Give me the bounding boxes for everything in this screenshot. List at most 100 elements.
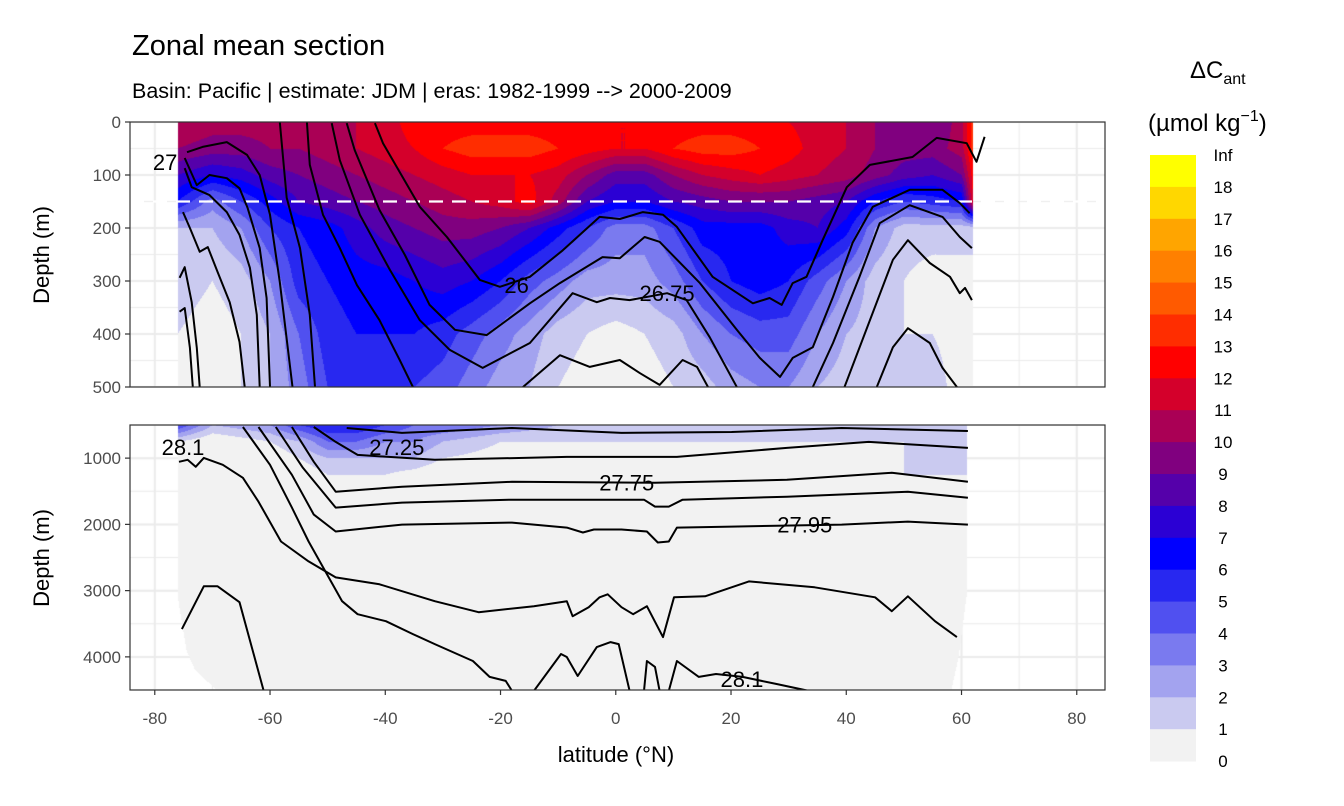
contour-label: 28.1 [162, 435, 205, 460]
legend-break-label: 9 [1218, 465, 1227, 484]
y-axis-title-lower: Depth (m) [29, 509, 54, 607]
legend-swatch [1150, 250, 1196, 284]
legend-swatch [1150, 314, 1196, 347]
isopycnal-contour [278, 122, 316, 387]
legend-unit-superscript: −1 [1241, 108, 1259, 125]
legend-swatch [1150, 155, 1196, 188]
isopycnal-contour [346, 427, 968, 434]
y-tick-label: 1000 [83, 449, 121, 468]
x-tick-label: -60 [258, 709, 283, 728]
legend-swatch [1150, 665, 1196, 698]
x-tick-label: -40 [373, 709, 398, 728]
x-tick-label: -80 [142, 709, 167, 728]
y-tick-label: 300 [93, 272, 121, 291]
legend-title-main: ΔC [1190, 57, 1223, 84]
upper-panel-field [130, 122, 1105, 387]
legend-swatch [1150, 505, 1196, 539]
y-tick-label: 100 [93, 166, 121, 185]
y-tick-label: 200 [93, 219, 121, 238]
upper-panel-marks: 26 26.75 27 [130, 122, 1105, 387]
isopycnal-contour [257, 426, 968, 544]
legend-break-label: 16 [1214, 242, 1233, 261]
isopycnal-contour [182, 211, 246, 387]
isopycnal-contour [875, 327, 958, 387]
isopycnal-contour [668, 660, 810, 690]
isopycnal-contour [643, 660, 661, 690]
legend-swatch [1150, 282, 1196, 315]
legend-break-label: 8 [1218, 497, 1227, 516]
legend-break-label: 14 [1214, 306, 1233, 325]
legend-swatch [1150, 729, 1196, 762]
contour-label: 26.75 [640, 281, 695, 306]
contour-label: 28.1 [721, 667, 764, 692]
legend-break-label: 5 [1218, 593, 1227, 612]
legend-break-label: 12 [1214, 369, 1233, 388]
x-tick-label: 0 [611, 709, 620, 728]
legend-swatch [1150, 569, 1196, 603]
isopycnal-contour [305, 122, 414, 387]
legend-swatch [1150, 186, 1196, 220]
isopycnal-contour [843, 239, 973, 387]
legend-break-label: 0 [1218, 752, 1227, 771]
y-tick-label: 0 [112, 113, 121, 132]
legend-title: ΔCant [1190, 57, 1246, 88]
isopycnal-contour [330, 122, 738, 387]
chart-title: Zonal mean section [132, 30, 385, 62]
upper-panel-border [129, 121, 1106, 388]
legend-break-label: 15 [1214, 274, 1233, 293]
x-tick-label: 80 [1067, 709, 1086, 728]
isopycnal-contour [178, 456, 958, 639]
legend-break-label: 13 [1214, 337, 1233, 356]
legend-title-subscript: ant [1223, 71, 1246, 88]
legend-swatch [1150, 537, 1196, 571]
y-axis-title-upper: Depth (m) [29, 206, 54, 304]
isopycnal-contour [178, 266, 201, 387]
isopycnal-contour [291, 426, 969, 493]
lower-panel-marks: 28.1 27.25 27.75 27.95 28.1 [162, 426, 969, 692]
isopycnal-contour [533, 641, 631, 690]
x-tick-label: 60 [952, 709, 971, 728]
isopycnal-contour [183, 157, 271, 387]
legend-break-label: Inf [1214, 146, 1233, 165]
isopycnal-contour [274, 426, 968, 509]
legend-break-label: 6 [1218, 561, 1227, 580]
legend-break-label: 4 [1218, 625, 1227, 644]
lower-panel-field [130, 425, 1105, 690]
legend-swatch [1150, 442, 1196, 475]
y-tick-label: 500 [93, 378, 121, 397]
legend-break-label: 18 [1214, 178, 1233, 197]
x-tick-label: 40 [837, 709, 856, 728]
legend-unit-close: ) [1259, 110, 1267, 137]
legend-unit-open: (µmol kg [1148, 110, 1241, 137]
legend-swatch [1150, 218, 1196, 252]
y-tick-label: 4000 [83, 648, 121, 667]
x-axis-title: latitude (°N) [558, 742, 674, 767]
legend-break-label: 10 [1214, 433, 1233, 452]
contour-label: 27.95 [777, 512, 832, 537]
isopycnal-contour [373, 122, 986, 306]
contour-label: 26 [504, 273, 528, 298]
legend-swatch [1150, 378, 1196, 411]
isopycnal-contour [181, 585, 265, 690]
isopycnal-contour [313, 426, 968, 461]
isopycnal-contour [522, 354, 709, 387]
legend-unit: (µmol kg−1) [1148, 108, 1267, 137]
legend-break-label: 1 [1218, 720, 1227, 739]
legend-swatch [1150, 474, 1196, 507]
isopycnal-contour [179, 307, 194, 387]
legend-break-label: 17 [1214, 210, 1233, 229]
contour-label: 27.25 [369, 435, 424, 460]
legend: ΔCant (µmol kg−1) Inf1817161514131211109… [1148, 57, 1267, 771]
legend-swatch [1150, 697, 1196, 730]
legend-break-label: 2 [1218, 688, 1227, 707]
contour-label: 27.75 [599, 471, 654, 496]
isopycnal-contour [183, 167, 261, 387]
legend-swatch [1150, 346, 1196, 379]
legend-break-label: 7 [1218, 529, 1227, 548]
y-tick-label: 400 [93, 325, 121, 344]
isopycnal-contour [345, 122, 971, 378]
